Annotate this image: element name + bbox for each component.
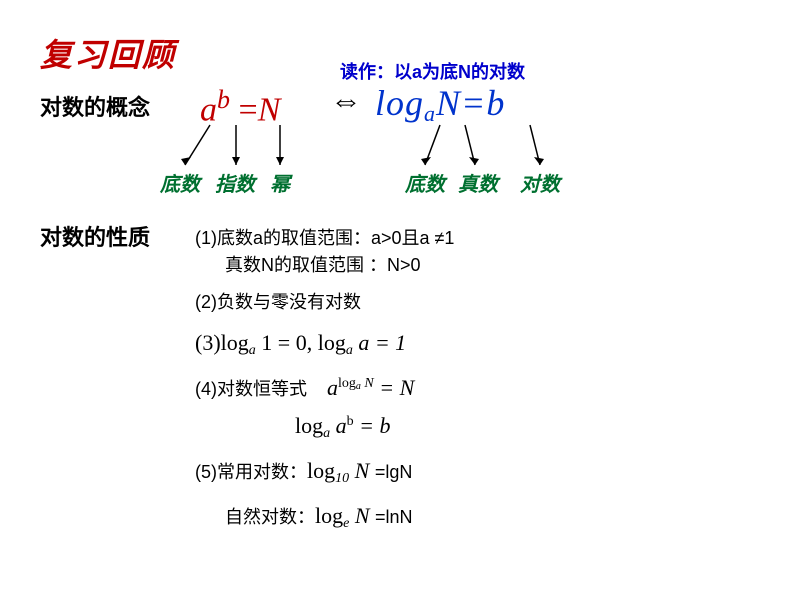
concept-label: 对数的概念 [40, 90, 150, 122]
prop-5: (5)常用对数：log10 N =lgN [195, 454, 454, 489]
exp-exponent: b [217, 85, 230, 114]
p5-10: 10 [335, 471, 349, 486]
p4-exp-log: log [338, 376, 356, 391]
p5-rest: =lgN [375, 462, 413, 482]
p6-rest: =lnN [375, 507, 413, 527]
exp-eq: = [230, 91, 258, 128]
p6-N: N [349, 503, 375, 528]
prop-2: (2)负数与零没有对数 [195, 289, 454, 316]
label-antilog: 真数 [458, 168, 498, 197]
p3-log2: log [318, 330, 346, 355]
p4-prefix: (4)对数恒等式 [195, 379, 307, 399]
properties-list: (1)底数a的取值范围：a>0且a ≠1 真数N的取值范围 ：N>0 (2)负数… [195, 225, 454, 544]
label-power: 幂 [270, 168, 290, 197]
p5-log: log [307, 458, 335, 483]
log-b: b [486, 83, 505, 123]
p3-prefix: (3) [195, 330, 221, 355]
log-base: a [424, 101, 436, 126]
p4-line2: loga ab = b [295, 409, 454, 444]
p5-N: N [349, 458, 375, 483]
label-log: 对数 [520, 168, 560, 197]
p4-b: b [347, 414, 354, 429]
exponential-formula: ab =N [200, 85, 280, 129]
p6-prefix: 自然对数： [225, 507, 315, 527]
p4-log2: log [295, 413, 323, 438]
iff-symbol: ⇔ [330, 82, 362, 119]
prop-3: (3)loga 1 = 0, loga a = 1 [195, 326, 454, 361]
p4-a: a [327, 375, 338, 400]
log-N: N [436, 83, 461, 123]
log-eq: = [461, 83, 486, 123]
prop-6: 自然对数：loge N =lnN [225, 499, 454, 534]
label-base-left: 底数 [160, 168, 200, 197]
p4-r1: = N [374, 375, 415, 400]
exp-base: a [200, 91, 217, 128]
log-word: log [375, 83, 424, 123]
reading-note: 读作：以a为底N的对数 [340, 58, 525, 84]
p4-r2a: a [330, 413, 347, 438]
p3-a2: a [346, 343, 353, 358]
p6-log: log [315, 503, 343, 528]
prop-1a: (1)底数a的取值范围：a>0且a ≠1 [195, 228, 454, 248]
prop-1b: 真数N的取值范围 ：N>0 [225, 255, 421, 275]
slide: 复习回顾 读作：以a为底N的对数 对数的概念 ab =N ⇔ logaN=b 底… [0, 0, 800, 600]
prop-1: (1)底数a的取值范围：a>0且a ≠1 真数N的取值范围 ：N>0 [195, 225, 454, 279]
log-formula: logaN=b [375, 82, 505, 127]
p3-a1: a [249, 343, 256, 358]
p4-r2b: = b [354, 413, 391, 438]
p5-prefix: (5)常用对数： [195, 462, 307, 482]
properties-label: 对数的性质 [40, 220, 150, 252]
label-base-right: 底数 [405, 168, 445, 197]
p3-r2: a = 1 [353, 330, 406, 355]
label-exponent: 指数 [215, 168, 255, 197]
p3-r1: 1 = 0, [256, 330, 318, 355]
exp-power: N [258, 91, 281, 128]
prop-4: (4)对数恒等式 aloga N = N loga ab = b [195, 371, 454, 444]
p4-exp-N: N [361, 376, 374, 391]
p3-log1: log [221, 330, 249, 355]
